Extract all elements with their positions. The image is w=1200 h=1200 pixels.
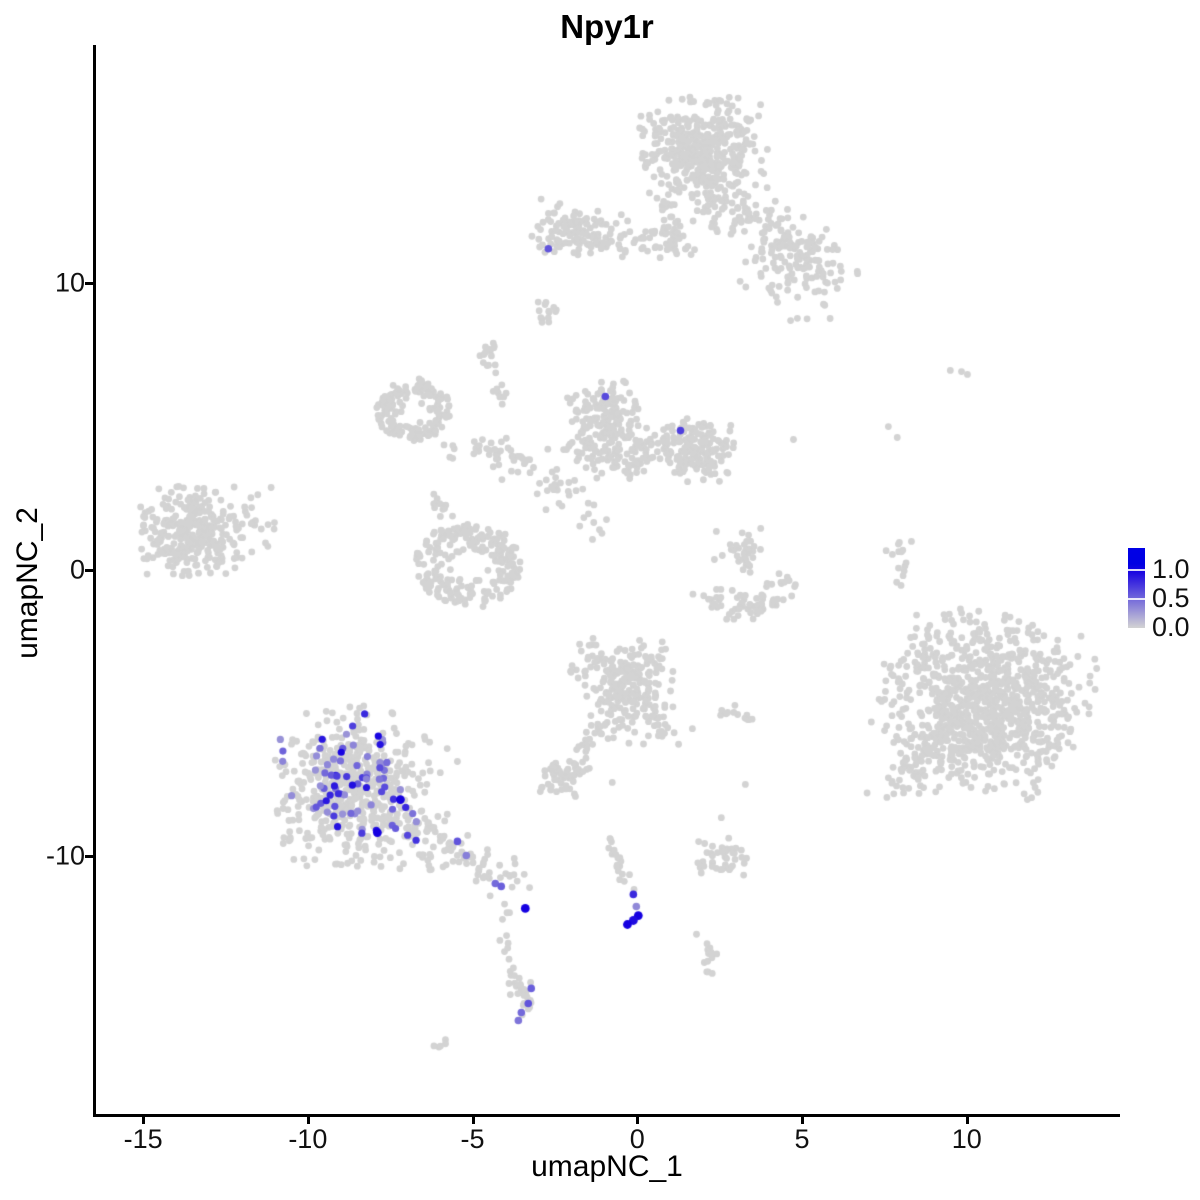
x-tick-mark <box>306 1115 310 1124</box>
x-tick-label: 5 <box>794 1124 810 1154</box>
x-tick-label: -10 <box>288 1124 328 1154</box>
y-tick-mark <box>85 855 94 859</box>
y-axis-line <box>93 45 96 1117</box>
x-tick-mark <box>142 1115 146 1124</box>
expression-legend: 1.0 0.5 0.0 <box>1122 540 1200 642</box>
y-tick-label: -10 <box>45 840 85 871</box>
y-tick-mark <box>85 282 94 286</box>
legend-tick-mark <box>1128 569 1145 572</box>
legend-label: 1.0 <box>1152 554 1190 585</box>
x-axis-line <box>93 1114 1120 1117</box>
legend-gradient-bar <box>1128 548 1145 628</box>
x-axis-title: umapNC_1 <box>531 1150 683 1183</box>
x-tick-label: 0 <box>629 1124 645 1154</box>
x-tick-label: -5 <box>460 1124 485 1154</box>
y-axis-title: umapNC_2 <box>11 507 44 659</box>
legend-label: 0.5 <box>1152 583 1190 614</box>
y-tick-label: 0 <box>69 554 85 585</box>
x-tick-label: -15 <box>123 1124 163 1154</box>
plot-title: Npy1r <box>560 8 654 45</box>
y-tick-label: 10 <box>54 267 85 298</box>
x-tick-mark <box>471 1115 475 1124</box>
y-tick-mark <box>85 568 94 572</box>
x-tick-mark <box>965 1115 969 1124</box>
legend-tick-mark <box>1128 598 1145 601</box>
x-tick-mark <box>636 1115 640 1124</box>
x-tick-label: 10 <box>951 1124 982 1154</box>
x-tick-mark <box>801 1115 805 1124</box>
legend-label: 0.0 <box>1152 612 1190 642</box>
